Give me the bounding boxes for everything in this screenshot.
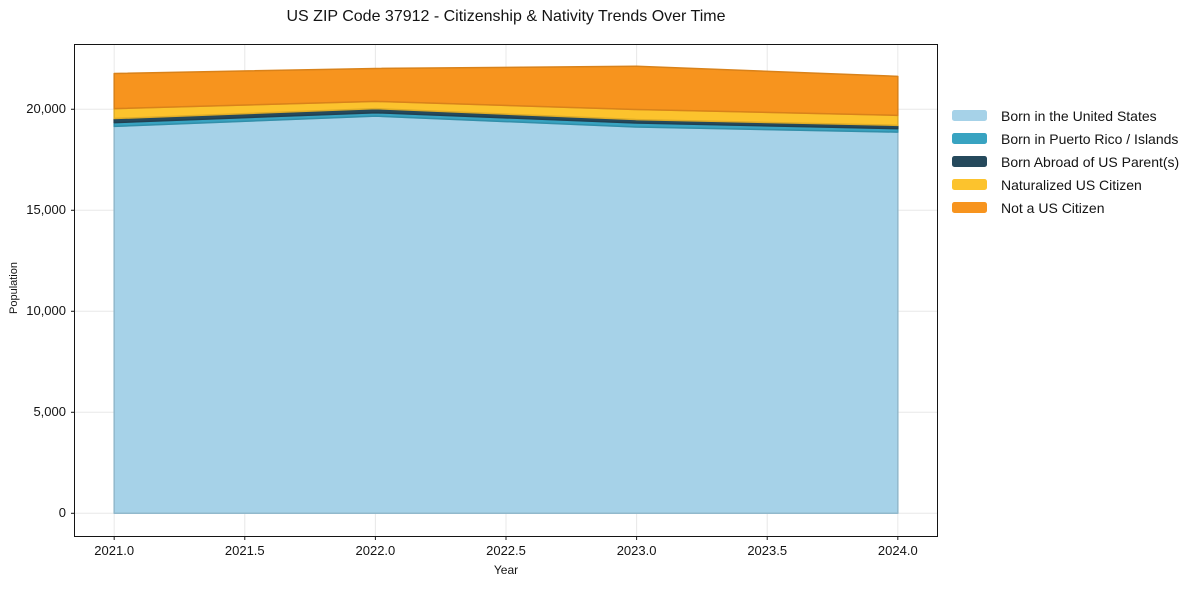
x-tick-label: 2022.0	[355, 543, 396, 558]
legend-label: Naturalized US Citizen	[1001, 176, 1142, 193]
legend-label: Born Abroad of US Parent(s)	[1001, 153, 1180, 170]
y-tick-label: 0	[58, 505, 66, 521]
y-axis-label: Population	[8, 262, 20, 314]
legend-swatch-icon	[952, 156, 987, 167]
legend-label: Born in the United States	[1001, 107, 1157, 124]
legend-label: Not a US Citizen	[1001, 199, 1105, 216]
y-tick-label: 15,000	[26, 202, 66, 218]
stacked-area-chart	[71, 45, 937, 540]
x-tick-label: 2021.0	[94, 543, 135, 558]
legend-swatch-icon	[952, 179, 987, 190]
legend-item: Not a US Citizen	[952, 196, 1179, 219]
legend-item: Born in the United States	[952, 104, 1179, 127]
legend-item: Born Abroad of US Parent(s)	[952, 150, 1179, 173]
area-series	[113, 65, 899, 117]
area-series	[113, 115, 899, 515]
y-tick-label: 20,000	[26, 101, 66, 117]
x-tick-label: 2021.5	[224, 543, 265, 558]
y-tick-label: 5,000	[33, 404, 66, 420]
legend-swatch-icon	[952, 202, 987, 213]
legend-item: Naturalized US Citizen	[952, 173, 1179, 196]
legend-label: Born in Puerto Rico / Islands	[1001, 130, 1179, 147]
legend: Born in the United States Born in Puerto …	[952, 104, 1179, 219]
x-axis-label: Year	[493, 563, 519, 577]
x-tick-label: 2023.0	[616, 543, 657, 558]
legend-swatch-icon	[952, 110, 987, 121]
x-tick-label: 2023.5	[747, 543, 788, 558]
legend-item: Born in Puerto Rico / Islands	[952, 127, 1179, 150]
x-tick-label: 2024.0	[877, 543, 918, 558]
x-tick-label: 2022.5	[486, 543, 526, 558]
legend-swatch-icon	[952, 133, 987, 144]
chart-title: US ZIP Code 37912 - Citizenship & Nativi…	[286, 8, 726, 25]
y-tick-label: 10,000	[26, 303, 66, 319]
